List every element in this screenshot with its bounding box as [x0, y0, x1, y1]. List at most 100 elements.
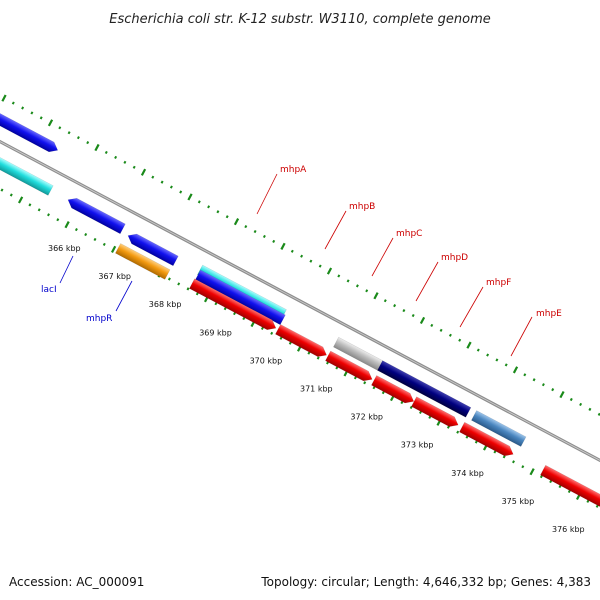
upper-tick-mark [233, 218, 240, 226]
lower-tick-mark [335, 366, 339, 370]
lower-tick-mark [428, 415, 432, 419]
upper-tick-mark [216, 210, 220, 214]
upper-tick-mark [486, 353, 490, 357]
upper-tick-mark [309, 259, 313, 263]
upper-tick-mark [1, 94, 7, 102]
gene-mhpa [189, 278, 277, 331]
lower-tick-mark [28, 203, 32, 207]
callout-line-mhpc [371, 237, 394, 277]
upper-tick-mark [365, 289, 369, 293]
upper-tick-mark [588, 407, 592, 411]
lower-tick-mark [288, 341, 292, 345]
kbp-label: 375 kbp [502, 497, 535, 506]
upper-tick-mark [76, 136, 80, 140]
upper-tick-mark [67, 131, 71, 135]
lower-tick-mark [279, 336, 283, 340]
upper-tick-mark [94, 143, 100, 152]
upper-tick-mark [132, 165, 136, 169]
callout-line-mhpr [115, 280, 133, 312]
lower-tick-mark [37, 208, 41, 212]
upper-tick-mark [318, 264, 322, 268]
kbp-label: 374 kbp [451, 469, 484, 478]
upper-tick-mark [559, 390, 565, 399]
lower-tick-mark [214, 302, 218, 306]
upper-tick-mark [411, 313, 415, 318]
lower-tick-mark [64, 221, 70, 229]
gene-mhpt-cds [540, 464, 600, 513]
gene-label-mhpd: mhpD [441, 253, 468, 263]
upper-tick-mark [253, 229, 257, 234]
upper-tick-mark [272, 239, 276, 243]
upper-tick-mark [402, 308, 406, 313]
lower-tick-mark [558, 484, 562, 489]
kbp-label: 367 kbp [98, 272, 131, 281]
upper-tick-mark [244, 225, 248, 229]
lower-tick-mark [586, 499, 590, 503]
upper-tick-mark [439, 328, 443, 332]
upper-tick-mark [262, 234, 266, 239]
lower-tick-mark [102, 242, 106, 246]
upper-tick-mark [160, 180, 164, 184]
upper-tick-mark [86, 141, 90, 145]
upper-tick-mark [225, 215, 229, 219]
lower-tick-mark [595, 504, 599, 508]
upper-tick-mark [393, 304, 397, 308]
upper-tick-mark [280, 242, 286, 250]
gene-label-mhpb: mhpB [349, 202, 375, 212]
upper-tick-mark [579, 402, 583, 407]
topology-text: Topology: circular; Length: 4,646,332 bp… [260, 575, 591, 589]
gene-callouts: lacI mhpR mhpA mhpB mhpC mhpD mhpF mhpE [41, 165, 562, 357]
accession-text: Accession: AC_000091 [9, 575, 144, 589]
lower-tick-mark [493, 450, 497, 454]
lower-tick-mark [529, 468, 535, 476]
lower-tick-mark [177, 282, 181, 286]
upper-tick-mark [140, 168, 147, 176]
upper-tick-mark [300, 254, 304, 258]
lower-tick-row [0, 188, 599, 508]
lower-tick-mark [233, 311, 236, 316]
gene-mhpb [275, 324, 327, 357]
upper-tick-mark [114, 155, 118, 159]
callout-line-laci [59, 255, 74, 284]
upper-tick-mark [337, 274, 341, 278]
lower-tick-mark [270, 331, 274, 335]
upper-tick-mark [39, 116, 43, 120]
gene-mhpr [115, 243, 171, 280]
lower-tick-mark [521, 465, 525, 469]
kbp-label: 372 kbp [350, 413, 383, 422]
lower-tick-mark [381, 391, 385, 395]
upper-tick-mark [11, 101, 15, 105]
lower-tick-mark [419, 410, 422, 414]
lower-tick-mark [110, 245, 117, 253]
lower-tick-mark [223, 307, 227, 311]
upper-tick-mark [187, 193, 193, 201]
upper-tick-mark [47, 119, 54, 127]
gene-mhpd [377, 360, 472, 418]
upper-tick-mark [30, 111, 34, 115]
gene-mhpa-strip [195, 269, 286, 326]
upper-tick-mark [532, 378, 536, 382]
gene-label-mhpe: mhpE [536, 309, 562, 319]
lower-tick-mark [260, 326, 264, 330]
upper-tick-mark [326, 267, 333, 275]
lower-tick-mark [242, 316, 246, 321]
callout-line-mhpb [324, 210, 347, 250]
kbp-label: 376 kbp [552, 525, 585, 534]
upper-tick-mark [476, 348, 480, 352]
upper-tick-mark [523, 373, 527, 377]
upper-tick-mark [458, 338, 462, 342]
gene-label-mhpc: mhpC [396, 229, 422, 239]
gene-mhpe [471, 410, 527, 447]
callout-line-mhpf [459, 286, 484, 328]
upper-tick-mark [504, 363, 508, 367]
upper-tick-mark [355, 284, 359, 288]
gene-lacy [0, 147, 54, 196]
kbp-label: 371 kbp [300, 385, 333, 394]
gene-mhpc [325, 350, 373, 382]
lower-tick-mark [549, 479, 553, 484]
lower-tick-mark [372, 386, 376, 390]
upper-tick-mark [373, 292, 379, 300]
upper-tick-mark [290, 249, 294, 253]
callout-line-mhpd [415, 261, 439, 302]
